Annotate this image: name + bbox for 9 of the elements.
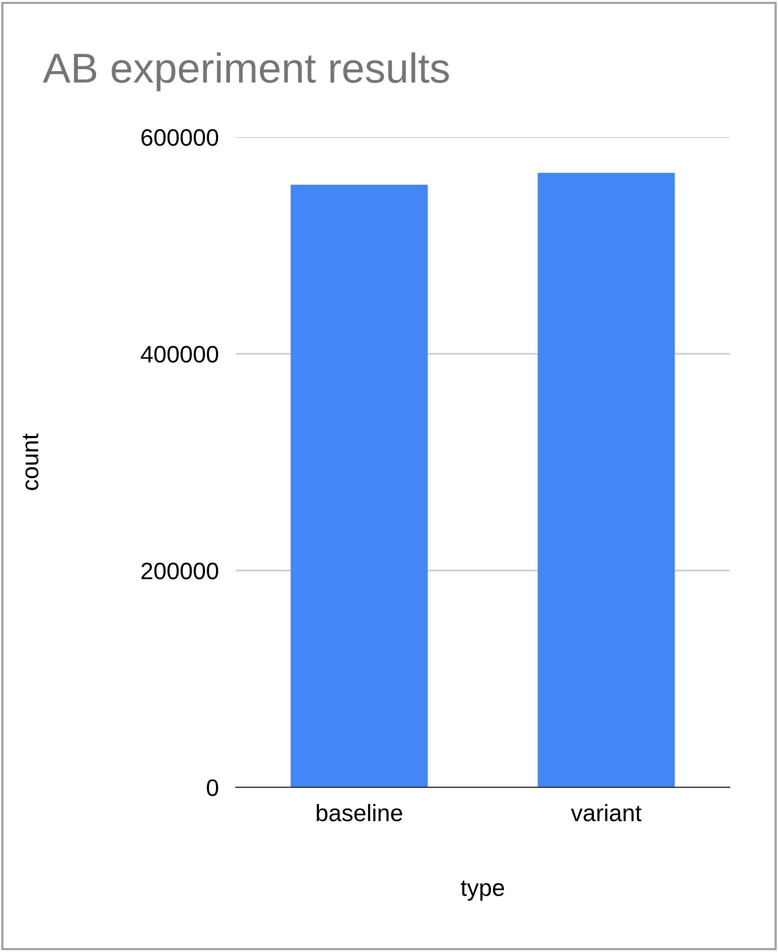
x-axis-title: type <box>460 880 504 901</box>
x-tick-label: variant <box>570 804 642 822</box>
x-tick-label: baseline <box>316 804 402 822</box>
chart-title: AB experiment results <box>42 52 449 92</box>
y-tick-label: 0 <box>206 779 218 796</box>
y-tick-label: 200000 <box>141 562 218 580</box>
y-tick-label: 600000 <box>141 129 218 146</box>
y-tick-label: 400000 <box>140 346 218 363</box>
y-axis-title: count <box>22 433 38 490</box>
